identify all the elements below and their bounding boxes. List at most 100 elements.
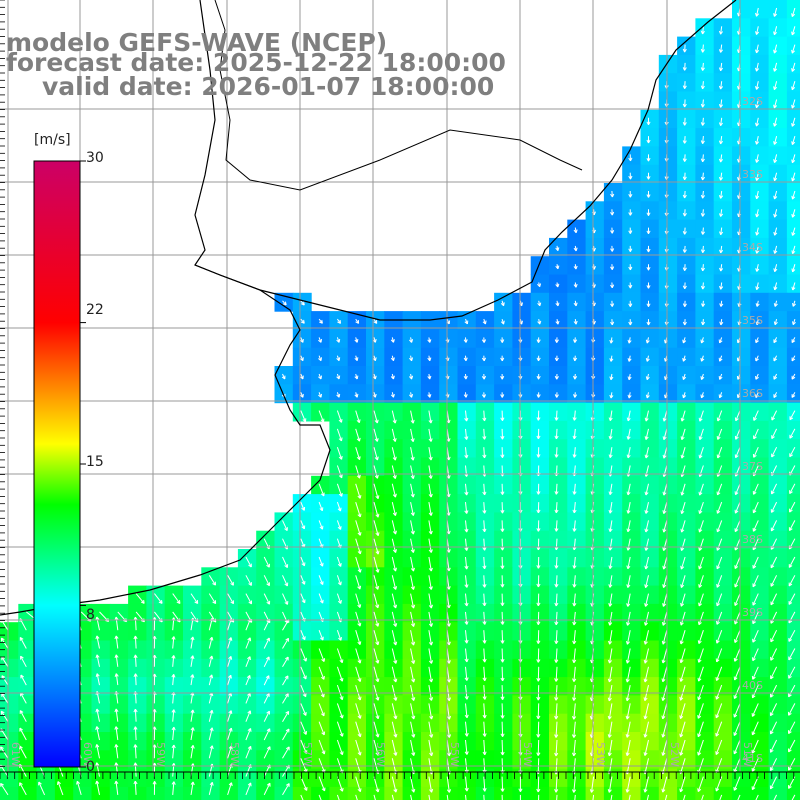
forecast-date: forecast date: 2025-12-22 18:00:00 bbox=[6, 48, 506, 77]
wind-vector bbox=[114, 726, 119, 741]
wind-speed-cell bbox=[512, 311, 532, 330]
wind-speed-cell bbox=[640, 658, 660, 678]
wind-speed-cell bbox=[164, 622, 184, 642]
wind-vector bbox=[625, 721, 631, 738]
wind-speed-cell bbox=[420, 713, 440, 733]
wind-vector bbox=[500, 410, 505, 421]
wind-speed-cell bbox=[695, 768, 715, 788]
wind-speed-cell bbox=[292, 677, 312, 696]
wind-vector bbox=[355, 575, 362, 590]
wind-speed-cell bbox=[585, 786, 605, 800]
wind-vector bbox=[464, 318, 469, 325]
wind-speed-cell bbox=[402, 439, 422, 459]
wind-vector bbox=[0, 782, 9, 796]
wind-vector bbox=[627, 355, 632, 362]
wind-speed-cell bbox=[366, 384, 385, 404]
wind-vector bbox=[410, 721, 416, 738]
wind-vector bbox=[391, 739, 398, 756]
wind-speed-cell bbox=[329, 366, 349, 385]
wind-vector bbox=[536, 666, 541, 682]
wind-speed-cell bbox=[311, 549, 330, 568]
wind-speed-cell bbox=[695, 549, 715, 568]
wind-speed-cell bbox=[750, 237, 770, 257]
wind-speed-cell bbox=[695, 494, 715, 513]
wind-speed-cell bbox=[311, 530, 330, 550]
wind-vector bbox=[716, 410, 723, 422]
wind-vector bbox=[318, 648, 326, 662]
wind-vector bbox=[718, 44, 724, 53]
wind-vector bbox=[554, 520, 559, 532]
wind-speed-cell bbox=[732, 622, 751, 642]
wind-speed-cell bbox=[585, 622, 605, 642]
longitude-labels: 61W 60W 59W 58W 57W 56W 55W 54W 53W 52W 51W bbox=[9, 742, 754, 767]
wind-vector bbox=[410, 428, 415, 443]
wind-speed-cell bbox=[128, 640, 147, 660]
wind-vector bbox=[190, 781, 195, 795]
wind-vector bbox=[391, 447, 397, 461]
wind-speed-cell bbox=[603, 311, 623, 330]
wind-vector bbox=[773, 227, 778, 236]
wind-speed-cell bbox=[622, 347, 642, 367]
wind-speed-cell bbox=[311, 713, 330, 733]
wind-speed-cell bbox=[146, 786, 166, 800]
wind-speed-cell bbox=[750, 219, 770, 239]
wind-speed-cell bbox=[402, 640, 422, 660]
wind-vector bbox=[446, 666, 451, 683]
wind-speed-cell bbox=[549, 292, 568, 312]
wind-vector bbox=[481, 355, 487, 362]
wind-speed-cell bbox=[329, 567, 349, 587]
wind-speed-cell bbox=[439, 549, 459, 568]
wind-speed-cell bbox=[366, 677, 385, 696]
wind-speed-cell bbox=[732, 439, 751, 459]
wind-speed-cell bbox=[237, 786, 257, 800]
wind-speed-cell bbox=[457, 384, 477, 404]
wind-vector bbox=[716, 538, 723, 551]
wind-vector bbox=[318, 556, 324, 567]
wind-speed-cell bbox=[420, 677, 440, 696]
wind-speed-cell bbox=[677, 201, 696, 221]
wind-speed-cell bbox=[494, 640, 513, 660]
wind-vector bbox=[263, 693, 270, 704]
wind-vector bbox=[698, 483, 704, 496]
wind-speed-cell bbox=[402, 457, 422, 477]
wind-speed-cell bbox=[603, 237, 623, 257]
wind-speed-cell bbox=[475, 786, 495, 800]
wind-vector bbox=[788, 721, 796, 735]
wind-vector bbox=[610, 190, 615, 198]
wind-speed-cell bbox=[347, 494, 367, 513]
wind-speed-cell bbox=[640, 164, 660, 184]
wind-vector bbox=[770, 648, 778, 661]
wind-speed-cell bbox=[494, 402, 513, 422]
wind-vector bbox=[770, 501, 778, 513]
wind-vector bbox=[643, 666, 649, 683]
wind-vector bbox=[536, 556, 541, 569]
wind-vector bbox=[682, 172, 687, 181]
wind-speed-cell bbox=[366, 457, 385, 477]
wind-speed-cell bbox=[475, 677, 495, 696]
wind-speed-cell bbox=[329, 713, 349, 733]
wind-speed-cell bbox=[494, 732, 513, 751]
wind-speed-cell bbox=[329, 658, 349, 678]
wind-speed-cell bbox=[183, 786, 202, 800]
wind-vector bbox=[482, 556, 487, 570]
wind-speed-cell bbox=[256, 603, 276, 623]
latitude-label: 39S bbox=[742, 606, 763, 619]
wind-vector bbox=[245, 745, 252, 759]
wind-speed-cell bbox=[420, 695, 440, 715]
wind-vector bbox=[607, 648, 613, 664]
wind-vector bbox=[625, 739, 631, 757]
wind-speed-cell bbox=[494, 512, 513, 532]
wind-speed-cell bbox=[0, 786, 19, 800]
wind-vector bbox=[391, 556, 397, 572]
wind-speed-cell bbox=[439, 475, 459, 495]
wind-vector bbox=[391, 703, 398, 720]
wind-speed-cell bbox=[219, 713, 239, 733]
wind-speed-cell bbox=[18, 640, 38, 660]
wind-speed-cell bbox=[384, 786, 404, 800]
wind-speed-cell bbox=[402, 329, 422, 349]
wind-speed-cell bbox=[237, 567, 257, 587]
wind-vector bbox=[719, 264, 724, 272]
wind-speed-cell bbox=[640, 402, 660, 422]
wind-speed-cell bbox=[384, 713, 404, 733]
coastline-segment bbox=[0, 264, 331, 616]
